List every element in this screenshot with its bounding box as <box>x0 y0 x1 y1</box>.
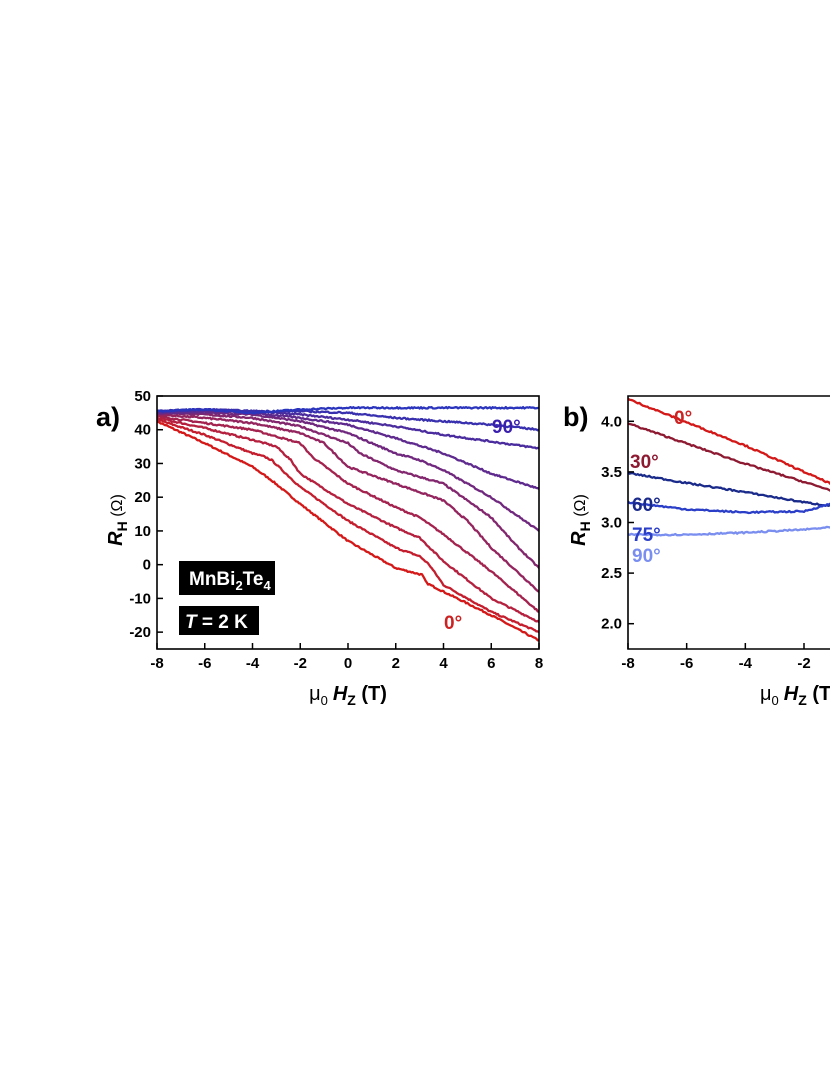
panel-a-xlabel-unit: (T) <box>356 683 387 705</box>
panel-a-xlabel: μ0 HZ (T) <box>309 683 387 708</box>
panel-a-series-line-4 <box>157 412 539 593</box>
panel-b-series-line-3 <box>628 500 830 515</box>
panel-a-series-line-5 <box>157 411 539 570</box>
panel-b-series-line-4 <box>628 525 830 537</box>
panel-b-xlabel-mu-sub: 0 <box>772 693 779 708</box>
panel-a-xtick-label: -6 <box>198 655 211 672</box>
panel-b-annotation-0deg: 0° <box>674 408 692 429</box>
temperature-box: T = 2 K <box>179 606 259 635</box>
material-box-text-base2: Te <box>243 569 264 590</box>
panel-b-series-line-1 <box>628 422 830 492</box>
panel-a-xtick-label: 2 <box>392 655 400 672</box>
panel-b-label: b) <box>563 402 588 432</box>
panel-a-xlabel-subscript: Z <box>347 692 356 708</box>
panel-a-xlabel-symbol: H <box>333 683 348 705</box>
panel-a-series-line-1 <box>157 418 539 634</box>
panel-a-ylabel-unit: (Ω) <box>109 494 126 521</box>
panel-b-ylabel-subscript: H <box>577 521 593 531</box>
panel-b-ticks: 2.02.53.03.54.0-8-6-4-20 <box>601 413 811 672</box>
panel-b-xtick-label: -6 <box>680 655 693 672</box>
material-box-text: MnBi2Te4 <box>189 569 271 593</box>
panel-a-ytick-label: 20 <box>134 489 151 506</box>
panel-a-series-line-2 <box>157 416 539 624</box>
panel-a-xtick-label: -8 <box>150 655 163 672</box>
panel-a-ytick-label: 0 <box>143 557 151 574</box>
panel-b-annotation-90deg: 90° <box>632 546 661 567</box>
temperature-box-bg <box>179 606 259 635</box>
material-box-text-base1: MnBi <box>189 569 235 590</box>
material-box-text-sub1: 2 <box>235 578 242 593</box>
panel-a-ytick-label: 30 <box>134 455 151 472</box>
panel-a-series-group <box>157 405 539 642</box>
panel-a-series-line-0 <box>157 420 539 642</box>
panel-a-ylabel-symbol: R <box>105 531 127 546</box>
panel-a-annotation-90deg: 90° <box>492 417 521 438</box>
panel-a-label: a) <box>96 402 120 432</box>
panel-b-series-line-2 <box>628 471 830 507</box>
panel-b-ylabel-symbol: R <box>568 531 590 546</box>
panel-a-series-line-10 <box>157 405 539 415</box>
panel-a-annotation-0deg: 0° <box>444 613 462 634</box>
panel-b-annotation-30deg: 30° <box>630 452 659 473</box>
panel-b-xlabel-mu: μ <box>760 683 772 705</box>
panel-a-ytick-label: -10 <box>129 590 151 607</box>
panel-a-ylabel-subscript: H <box>114 521 130 531</box>
panel-b-xlabel-symbol: H <box>784 683 799 705</box>
material-box-text-sub2: 4 <box>263 578 271 593</box>
panel-b-annotation-60deg: 60° <box>632 495 661 516</box>
panel-b-xlabel-unit: (T) <box>807 683 830 705</box>
panel-b-ytick-label: 4.0 <box>601 413 622 430</box>
panel-a-ytick-label: -20 <box>129 624 151 641</box>
panel-b-ytick-label: 2.5 <box>601 565 622 582</box>
panel-b-annotation-75deg: 75° <box>632 525 661 546</box>
panel-a-ylabel: RH (Ω) <box>105 494 130 546</box>
panel-b-xtick-label: -4 <box>739 655 753 672</box>
panel-b-xtick-label: -8 <box>621 655 634 672</box>
panel-b-xlabel-subscript: Z <box>798 692 807 708</box>
panel-b: b) 2.02.53.03.54.0-8-6-4-20 RH (Ω) μ0HZ … <box>563 395 830 708</box>
panel-b-series-line-0 <box>628 397 830 485</box>
panel-a-xlabel-mu-sub: 0 <box>321 693 328 708</box>
panel-b-xtick-label: -2 <box>797 655 810 672</box>
material-box-bg <box>179 561 275 595</box>
panel-a-ytick-label: 10 <box>134 523 151 540</box>
temperature-box-text: T = 2 K <box>185 612 248 633</box>
panel-b-ytick-label: 3.0 <box>601 515 622 532</box>
panel-b-ytick-label: 2.0 <box>601 616 622 633</box>
temperature-box-text-value: = 2 K <box>197 612 248 633</box>
panel-a-ytick-label: 40 <box>134 422 151 439</box>
panel-a-ytick-label: 50 <box>134 388 151 405</box>
panel-b-ylabel-unit: (Ω) <box>572 494 589 521</box>
panel-a-series-line-7 <box>157 409 539 490</box>
panel-a-series-line-3 <box>157 414 539 614</box>
panel-a-xtick-label: 6 <box>487 655 495 672</box>
panel-b-ytick-label: 3.5 <box>601 464 622 481</box>
panel-a-xlabel-mu: μ <box>309 683 321 705</box>
material-box: MnBi2Te4 <box>179 561 275 595</box>
panel-b-ylabel: RH (Ω) <box>568 494 593 546</box>
panel-a-xtick-label: -4 <box>246 655 260 672</box>
temperature-box-text-symbol: T <box>185 612 198 633</box>
panel-a-xtick-label: -2 <box>294 655 307 672</box>
panel-a-xtick-label: 8 <box>535 655 543 672</box>
panel-b-series-group <box>628 397 830 537</box>
panel-a-xtick-label: 4 <box>439 655 448 672</box>
panel-a-xtick-label: 0 <box>344 655 352 672</box>
